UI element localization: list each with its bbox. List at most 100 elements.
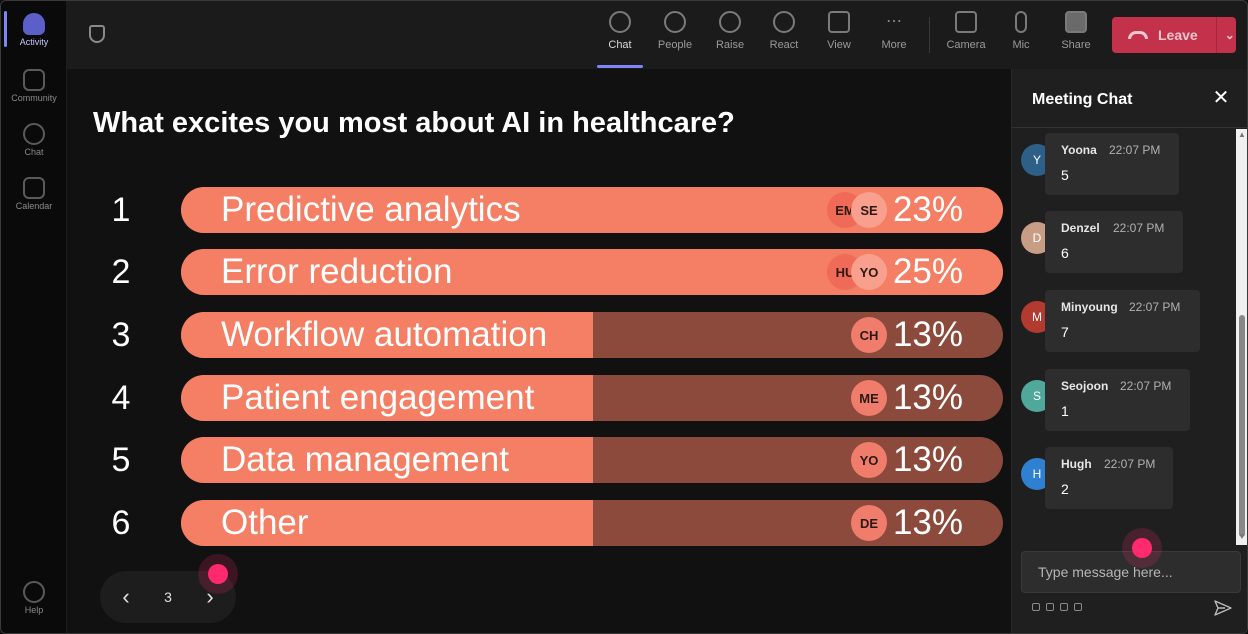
rail-item-activity[interactable]: Activity: [1, 13, 67, 47]
chat-scrollbar[interactable]: ▲ ▼: [1236, 129, 1247, 545]
poll-option-number: 2: [111, 253, 131, 291]
poll-option-number: 6: [111, 504, 131, 542]
scroll-thumb[interactable]: [1239, 315, 1245, 537]
voter-avatar: SE: [851, 192, 887, 228]
people-icon: [664, 11, 686, 33]
share-icon: [1065, 11, 1087, 33]
voter-avatar: YO: [851, 442, 887, 478]
poll-option-percent: 13%: [892, 378, 963, 417]
poll-option-fill: [181, 312, 593, 358]
poll-option-percent: 13%: [892, 440, 963, 479]
chat-message[interactable]: Minyoung 22:07 PM 7: [1045, 290, 1200, 352]
avatar-initial: Y: [1032, 153, 1041, 167]
chat-message-body: 6: [1061, 245, 1069, 261]
grid-icon: [828, 11, 850, 33]
poll-option-number: 5: [111, 441, 131, 479]
mic-icon: [1015, 11, 1027, 33]
rail-item-help[interactable]: Help: [1, 581, 67, 615]
chat-message-author: Seojoon: [1061, 379, 1109, 393]
poll-option-percent: 13%: [892, 315, 963, 354]
chat-message-author: Yoona: [1061, 143, 1097, 157]
leave-divider: [1215, 17, 1217, 53]
poll-option-label: Patient engagement: [221, 378, 535, 417]
toolbar-chat-button[interactable]: Chat: [595, 11, 645, 51]
toolbar-view-button[interactable]: View: [814, 11, 864, 51]
toolbar-button-label: Chat: [608, 39, 632, 51]
poll-option-fill: [181, 375, 593, 421]
shield-icon[interactable]: [89, 25, 105, 43]
toolbar-divider: [929, 17, 930, 53]
rail-item-label: Help: [24, 605, 44, 615]
chat-message[interactable]: Yoona 22:07 PM 5: [1045, 133, 1179, 195]
toolbar-button-label: Mic: [1012, 39, 1030, 51]
chat-icon: [23, 123, 45, 145]
more-icon: ⋯: [886, 13, 902, 30]
chat-message-time: 22:07 PM: [1120, 379, 1172, 393]
chat-message-body: 2: [1061, 481, 1069, 497]
voter-avatars: YO: [851, 442, 887, 478]
pointer-highlight: [208, 564, 228, 584]
chat-message[interactable]: Hugh 22:07 PM 2: [1045, 447, 1173, 509]
attach-icon[interactable]: [1046, 603, 1054, 611]
rail-item-label: Chat: [24, 147, 44, 157]
rail-item-label: Community: [11, 93, 57, 103]
close-icon[interactable]: ✕: [1212, 87, 1230, 109]
meeting-chat-panel: Meeting Chat ✕ Y Yoona 22:07 PM 5 D Denzel 22:…: [1011, 69, 1247, 633]
poll-option-bar: Predictive analytics EM SE 23%: [181, 187, 1003, 233]
rail-item-calendar[interactable]: Calendar: [1, 177, 67, 211]
poll-option-bar: Other DE 13%: [181, 500, 1003, 546]
rail-active-indicator: [4, 11, 7, 47]
hand-icon: [719, 11, 741, 33]
poll-option-bar: Patient engagement ME 13%: [181, 375, 1003, 421]
chat-message[interactable]: Seojoon 22:07 PM 1: [1045, 369, 1190, 431]
toolbar-react-button[interactable]: React: [759, 11, 809, 51]
chat-message-author: Hugh: [1061, 457, 1092, 471]
gif-icon[interactable]: [1074, 603, 1082, 611]
chat-icon: [609, 11, 631, 33]
leave-button[interactable]: Leave ⌄: [1112, 17, 1236, 53]
toolbar-button-label: More: [881, 39, 907, 51]
chevron-left-icon[interactable]: ‹: [122, 584, 130, 609]
rail-item-label: Calendar: [15, 201, 53, 211]
poll-option-fill: [181, 437, 593, 483]
voter-avatars: HU YO: [827, 254, 887, 290]
toolbar-mic-button[interactable]: Mic: [996, 11, 1046, 51]
chat-message-input[interactable]: [1021, 551, 1241, 593]
voter-avatars: DE: [851, 505, 887, 541]
poll-option-number: 4: [111, 379, 131, 417]
poll-option-number: 1: [111, 191, 131, 229]
toolbar-people-button[interactable]: People: [650, 11, 700, 51]
poll-option-row: 1 Predictive analytics EM SE 23%: [67, 187, 1011, 233]
send-icon[interactable]: [1214, 599, 1232, 617]
rail-item-chat[interactable]: Chat: [1, 123, 67, 157]
scroll-up-icon[interactable]: ▲: [1238, 130, 1246, 139]
format-icon[interactable]: [1032, 603, 1040, 611]
toolbar-button-label: View: [827, 39, 851, 51]
rail-item-community[interactable]: Community: [1, 69, 67, 103]
chat-message[interactable]: Denzel 22:07 PM 6: [1045, 211, 1183, 273]
avatar-initial: H: [1032, 467, 1042, 481]
chat-message-body: 5: [1061, 167, 1069, 183]
scroll-down-icon[interactable]: ▼: [1238, 532, 1246, 541]
poll-option-label: Other: [221, 503, 309, 542]
chat-message-time: 22:07 PM: [1129, 300, 1181, 314]
toolbar-camera-button[interactable]: Camera: [941, 11, 991, 51]
chevron-down-icon[interactable]: ⌄: [1224, 28, 1235, 42]
chat-title: Meeting Chat: [1032, 91, 1133, 108]
toolbar-share-button[interactable]: Share: [1051, 11, 1101, 51]
chat-message-author: Minyoung: [1061, 300, 1118, 314]
toolbar-raise-button[interactable]: Raise: [705, 11, 755, 51]
emoji-icon[interactable]: [1060, 603, 1068, 611]
chat-message-author: Denzel: [1061, 221, 1100, 235]
toolbar-more-button[interactable]: ⋯ More: [869, 11, 919, 51]
chat-message-time: 22:07 PM: [1104, 457, 1156, 471]
chevron-right-icon[interactable]: ›: [206, 584, 214, 609]
phone-hangup-icon: [1128, 31, 1148, 39]
voter-avatar: YO: [851, 254, 887, 290]
poll-option-fill: [181, 500, 593, 546]
toolbar-button-label: Camera: [946, 39, 986, 51]
camera-icon: [955, 11, 977, 33]
meeting-toolbar: Chat People Raise React View ⋯ More Came…: [67, 1, 1247, 69]
poll-option-row: 2 Error reduction HU YO 25%: [67, 249, 1011, 295]
